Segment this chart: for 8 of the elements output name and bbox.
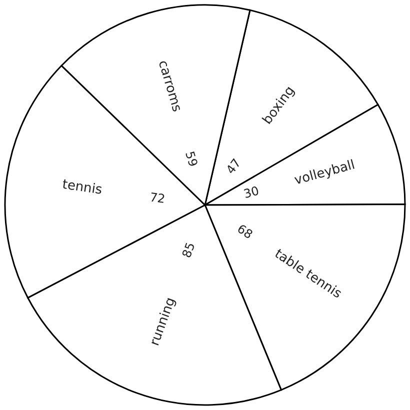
data-label: 85: [179, 240, 198, 260]
data-label: 72: [148, 190, 166, 206]
slice-label: carroms: [154, 58, 184, 114]
data-label: 68: [234, 222, 256, 242]
slice-label: tennis: [61, 177, 104, 198]
data-label: 59: [182, 150, 200, 168]
data-label: 30: [242, 184, 261, 202]
data-label: 47: [223, 156, 244, 177]
